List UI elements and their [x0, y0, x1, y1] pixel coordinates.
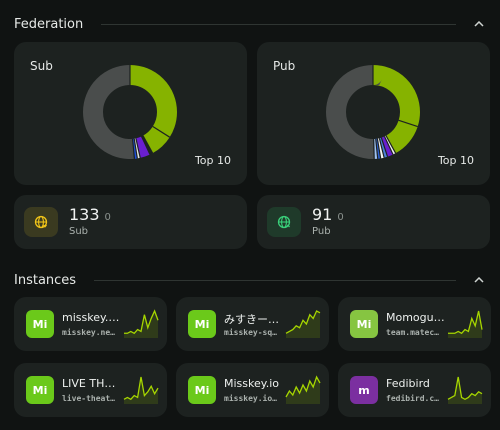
- pub-count: 91 0: [312, 205, 344, 224]
- pub-delta: 0: [337, 212, 344, 223]
- pub-separator: [376, 138, 382, 159]
- pub-separator: [380, 137, 389, 157]
- sub-separator: [133, 138, 138, 159]
- instance-card[interactable]: Mi Momogumi team.matec…: [338, 297, 491, 351]
- sub-separator: [152, 125, 171, 138]
- sparkline-line: [285, 310, 321, 334]
- sparkline-line: [447, 376, 483, 401]
- pub-separator: [385, 135, 397, 154]
- instance-sparkline: [448, 310, 483, 338]
- instance-sparkline: [285, 310, 321, 338]
- instance-name: Fedibird: [386, 377, 430, 390]
- sub-chart-card: Sub Top 10: [14, 42, 247, 185]
- instance-host: fedibird.c…: [386, 394, 439, 403]
- instance-host: misskey.io…: [224, 394, 277, 403]
- instance-name: misskey.…: [62, 311, 120, 324]
- sub-separator: [142, 135, 154, 154]
- pub-chart-card: Pub Top 10: [257, 42, 490, 185]
- sparkline-area: [286, 311, 320, 338]
- divider: [101, 23, 456, 25]
- pub-donut-chart[interactable]: [325, 64, 421, 160]
- instances-title: Instances: [14, 272, 77, 288]
- instance-host: misskey-sq…: [224, 328, 277, 337]
- sub-stat-label: Sub: [69, 226, 89, 237]
- instance-card[interactable]: Mi LIVE TH… live-theat…: [14, 363, 167, 417]
- instance-host: live-theat…: [62, 394, 115, 403]
- sub-chart-label: Sub: [30, 59, 53, 73]
- pub-separator: [378, 138, 385, 158]
- sparkline-area: [124, 377, 158, 404]
- sub-count: 133 0: [69, 205, 111, 224]
- sparkline-area: [448, 311, 482, 338]
- globe-upload-icon: [267, 207, 301, 237]
- pub-chart-label: Pub: [273, 59, 296, 73]
- instance-sparkline: [124, 309, 159, 338]
- pub-separator: [373, 138, 375, 160]
- misskey-icon: Mi: [188, 310, 216, 338]
- instance-host: team.matec…: [386, 328, 439, 337]
- instance-name: みすきー…: [224, 313, 279, 326]
- instance-name: LIVE TH…: [62, 377, 116, 390]
- sub-separator: [135, 138, 141, 158]
- pub-separator: [383, 136, 394, 155]
- instance-sparkline: [123, 376, 159, 404]
- mastodon-icon: m: [350, 376, 378, 404]
- pub-separator: [398, 119, 418, 128]
- instance-sparkline: [285, 375, 321, 404]
- sub-separator: [131, 138, 136, 159]
- chevron-up-icon[interactable]: [470, 271, 488, 289]
- misskey-icon: Mi: [26, 376, 54, 404]
- sub-stat-card: 133 0 Sub: [14, 195, 247, 249]
- sub-separator: [140, 136, 151, 155]
- pub-stat-label: Pub: [312, 226, 331, 237]
- divider: [94, 279, 456, 281]
- sparkline-line: [285, 375, 321, 398]
- sparkline-line: [123, 376, 159, 401]
- sparkline-area: [124, 311, 158, 338]
- federation-title: Federation: [14, 16, 84, 32]
- federation-header: Federation: [14, 14, 488, 34]
- instance-host: misskey.ne…: [62, 328, 115, 337]
- misskey-icon: Mi: [188, 376, 216, 404]
- instance-card[interactable]: m Fedibird fedibird.c…: [338, 363, 491, 417]
- instances-header: Instances: [14, 270, 488, 290]
- sparkline-line: [124, 309, 159, 335]
- instance-card[interactable]: Mi Misskey.io misskey.io…: [176, 363, 329, 417]
- instance-card[interactable]: Mi misskey.… misskey.ne…: [14, 297, 167, 351]
- sparkline-area: [286, 377, 320, 404]
- misskey-icon: Mi: [350, 310, 378, 338]
- pub-top-label: Top 10: [437, 154, 474, 167]
- instance-card[interactable]: Mi みすきー… misskey-sq…: [176, 297, 329, 351]
- misskey-icon: Mi: [26, 310, 54, 338]
- pub-stat-card: 91 0 Pub: [257, 195, 490, 249]
- sparkline-area: [448, 377, 482, 404]
- sparkline-line: [448, 310, 483, 335]
- sub-donut-chart[interactable]: [82, 64, 178, 160]
- sub-top-label: Top 10: [194, 154, 231, 167]
- chevron-up-icon[interactable]: [470, 15, 488, 33]
- instance-name: Momogumi: [386, 311, 446, 324]
- instance-sparkline: [447, 376, 483, 404]
- sub-delta: 0: [104, 212, 111, 223]
- instance-name: Misskey.io: [224, 377, 279, 390]
- pub-separator: [375, 138, 379, 159]
- globe-download-icon: [24, 207, 58, 237]
